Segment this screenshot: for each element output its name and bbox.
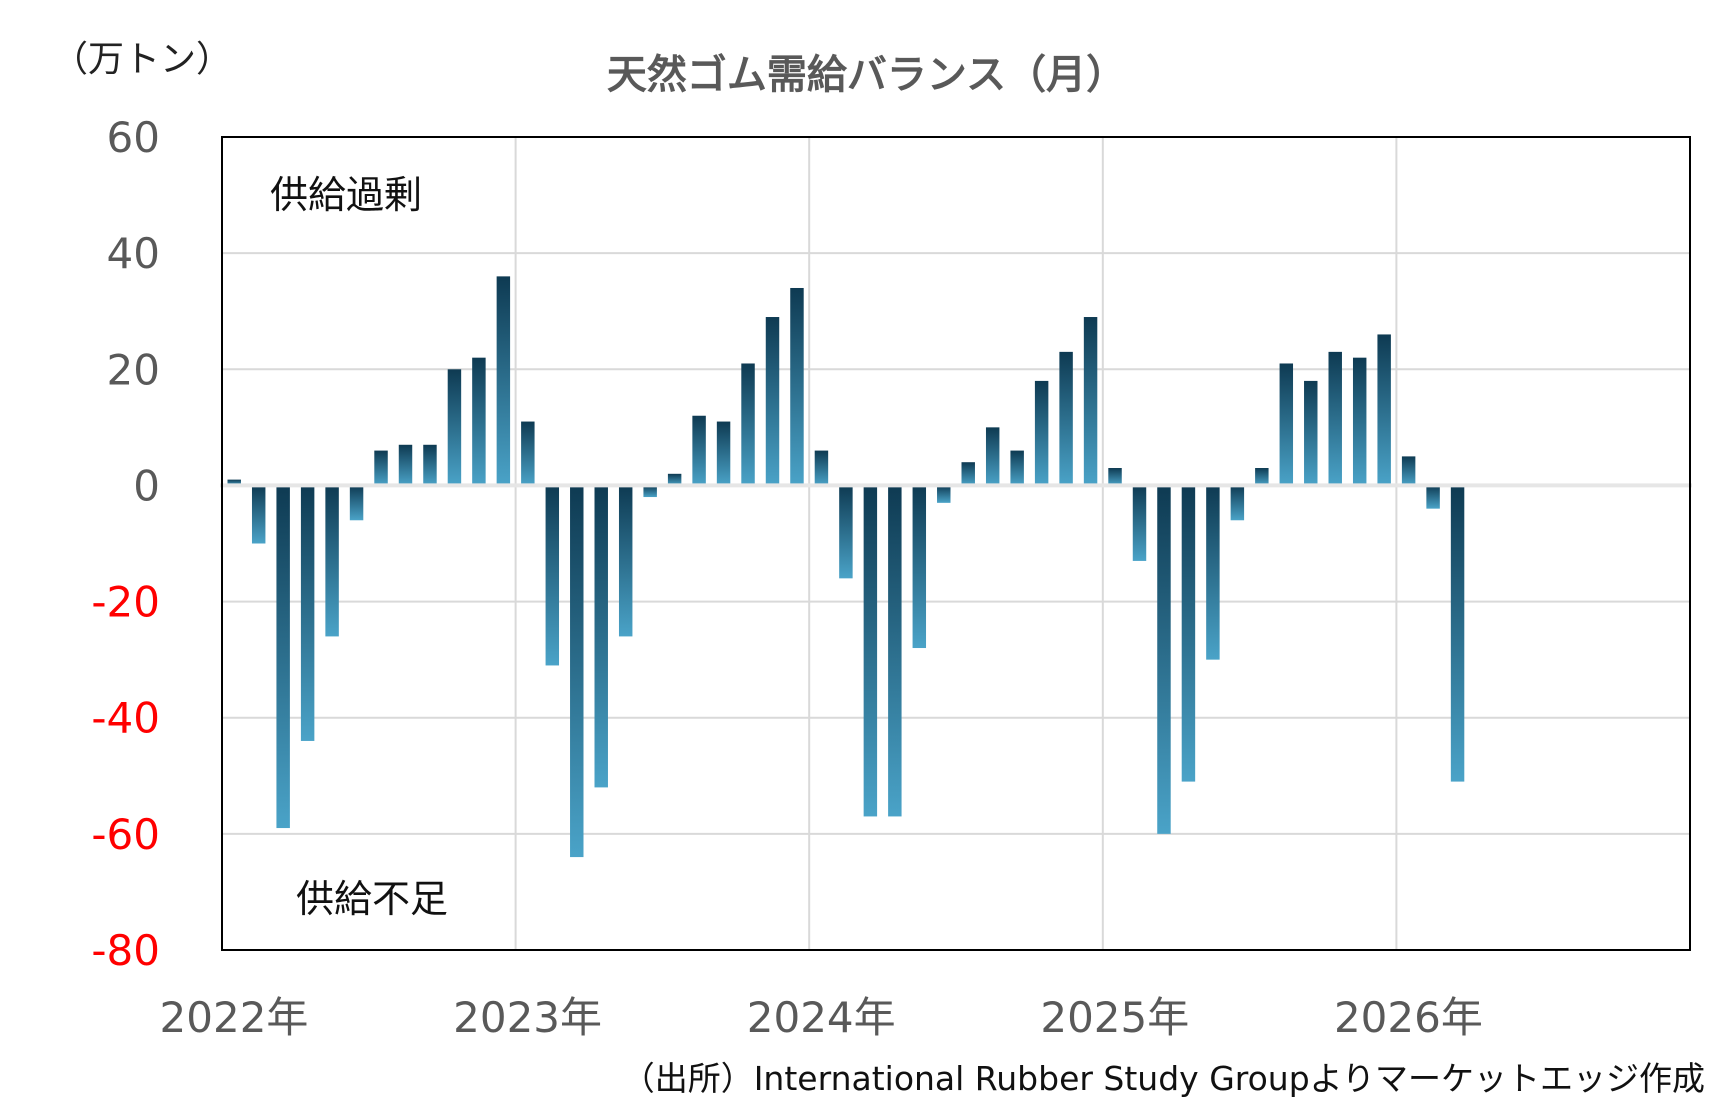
bar	[447, 369, 462, 486]
bar	[618, 485, 633, 637]
bar	[1426, 485, 1440, 509]
bar	[790, 287, 804, 486]
bar	[1230, 485, 1245, 521]
bar	[1010, 450, 1024, 486]
bar	[716, 421, 731, 486]
bar	[570, 485, 584, 858]
bar	[1083, 317, 1098, 486]
bar	[1059, 351, 1073, 486]
y-tick-label: -60	[91, 810, 160, 859]
bar	[1328, 351, 1342, 486]
bar	[398, 444, 413, 486]
x-tick-label: 2026年	[1334, 993, 1483, 1042]
bar	[1401, 456, 1416, 486]
bar	[814, 450, 829, 486]
chart-title: 天然ゴム需給バランス（月）	[606, 52, 1127, 98]
surplus-annotation: 供給過剰	[270, 173, 422, 217]
x-tick-label: 2024年	[747, 993, 896, 1042]
x-tick-label: 2025年	[1040, 993, 1189, 1042]
bar	[1108, 468, 1122, 486]
bar	[961, 462, 975, 486]
y-axis-unit-label: （万トン）	[52, 39, 233, 80]
bar	[1255, 468, 1269, 486]
shortage-annotation: 供給不足	[296, 877, 448, 921]
bar	[1181, 485, 1196, 782]
bar	[496, 276, 511, 486]
bar	[912, 485, 927, 649]
bar	[863, 485, 878, 817]
bar	[325, 485, 339, 637]
bar	[472, 357, 486, 486]
y-tick-label: -40	[91, 694, 160, 743]
bar	[227, 479, 241, 486]
bar	[1206, 485, 1220, 660]
bar	[1450, 485, 1465, 782]
bar	[1132, 485, 1147, 561]
y-tick-label: -20	[91, 578, 160, 627]
bar	[276, 485, 290, 829]
bar	[349, 485, 364, 521]
bar	[692, 415, 706, 486]
y-tick-label: -80	[91, 926, 160, 975]
y-tick-label: 40	[107, 229, 160, 278]
bar	[667, 473, 682, 486]
bar	[545, 485, 560, 666]
bar	[423, 444, 437, 486]
source-note: （出所）International Rubber Study Groupよりマー…	[621, 1059, 1705, 1098]
bar	[937, 485, 951, 503]
y-tick-label: 20	[107, 345, 160, 394]
y-tick-label: 0	[133, 461, 160, 510]
bar	[1304, 380, 1318, 486]
bar	[1157, 485, 1171, 834]
bar	[1034, 380, 1049, 486]
bar	[1377, 334, 1391, 486]
x-tick-label: 2023年	[453, 993, 602, 1042]
x-tick-label: 2022年	[160, 993, 309, 1042]
bar	[1352, 357, 1367, 486]
bar	[985, 427, 1000, 486]
bar	[1279, 363, 1294, 486]
bar	[594, 485, 608, 788]
bar	[251, 485, 266, 544]
bar	[765, 317, 780, 486]
bar	[521, 421, 535, 486]
bar	[643, 485, 657, 498]
bar	[888, 485, 902, 817]
y-tick-label: 60	[107, 113, 160, 162]
bar	[741, 363, 755, 486]
bar	[374, 450, 388, 486]
plot-frame	[221, 136, 1691, 951]
bar	[300, 485, 315, 741]
bar	[839, 485, 853, 579]
